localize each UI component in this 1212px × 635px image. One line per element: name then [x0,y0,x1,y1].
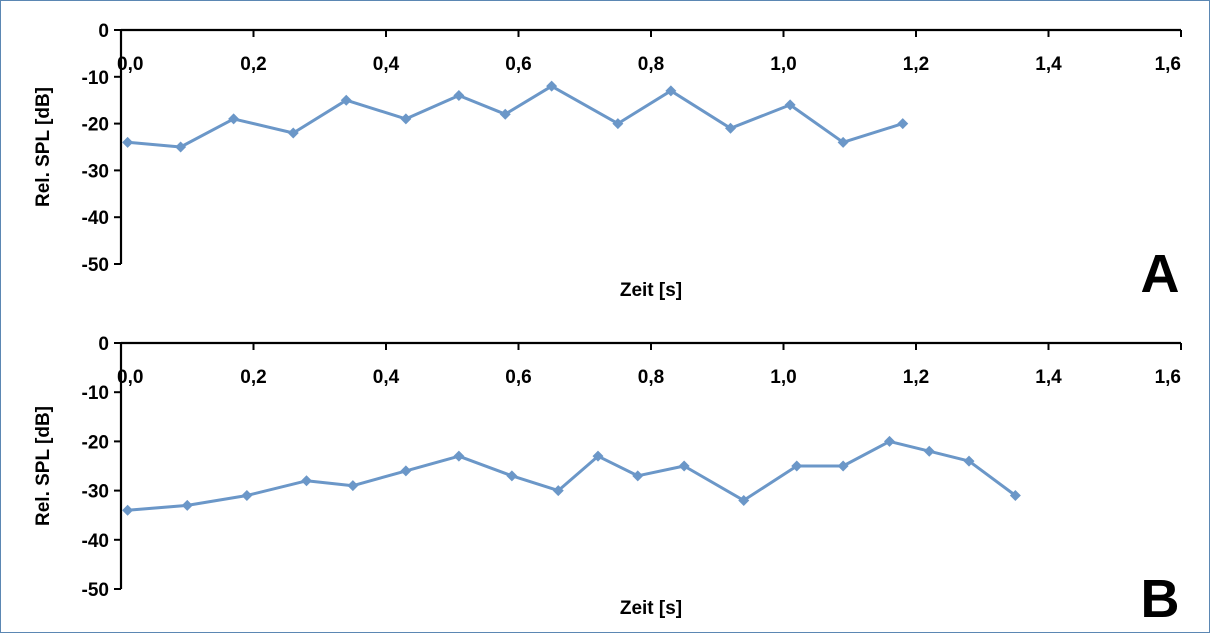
data-point [122,504,134,516]
x-tick-label: 0,8 [638,367,664,388]
x-tick-label: 1,0 [770,54,796,75]
data-point [791,460,803,472]
data-point [546,80,558,92]
chart-panel-a: 0 -10 -20 -30 -40 -50 0,0 0,2 0,4 0,6 0,8 1,0 1,2 1,4… [33,21,1182,304]
data-point [1009,490,1021,502]
x-tick-label: 1,0 [770,367,796,388]
data-point [552,485,564,497]
panel-label: A [1141,244,1180,304]
data-point [340,94,352,106]
data-point [963,455,975,467]
data-point [400,465,412,477]
x-axis-title: Zeit [s] [620,280,682,301]
x-tick-label: 0,4 [373,367,400,388]
data-point [678,460,690,472]
data-point [592,450,604,462]
y-tick-label: 0 [98,334,109,355]
data-point [287,127,299,139]
data-point [241,490,253,502]
y-tick-label: -40 [82,531,109,552]
data-point [884,435,895,447]
panel-label: B [1141,569,1180,629]
data-point [665,85,677,97]
x-tick-label: 0,0 [117,54,143,75]
x-tick-label: 1,4 [1035,367,1062,388]
x-tick-label: 1,2 [903,367,929,388]
data-point [228,113,240,125]
data-point [837,460,849,472]
data-point [725,122,736,134]
y-tick-label: -50 [82,580,109,601]
y-axis-title: Rel. SPL [dB] [33,406,54,526]
series-line [127,439,1017,512]
x-axis-title: Zeit [s] [620,598,682,619]
data-point [612,118,624,130]
x-tick-label: 0,6 [505,367,531,388]
y-tick-label: -20 [82,432,109,453]
x-tick-label: 0,6 [505,54,531,75]
x-tick-label: 1,6 [1155,54,1181,75]
series-line [127,84,904,149]
data-point [122,136,134,148]
data-point [453,90,465,102]
x-tick-label: 1,6 [1155,367,1181,388]
data-point [784,99,796,111]
y-tick-label: -40 [82,208,109,229]
data-point [923,445,935,457]
data-point [453,450,465,462]
x-tick-label: 1,2 [903,54,929,75]
y-tick-label: -50 [82,255,109,276]
x-tick-label: 0,2 [240,54,266,75]
data-point [506,470,518,482]
data-point [897,118,909,130]
y-tick-label: -30 [82,161,109,182]
data-point [499,108,511,120]
data-point [632,470,644,482]
data-point [738,494,750,506]
x-tick-label: 0,8 [638,54,664,75]
data-point [175,141,187,153]
data-point [301,475,312,487]
x-tick-label: 1,4 [1035,54,1062,75]
y-tick-label: -10 [82,68,109,89]
data-point [837,136,849,148]
y-tick-label: 0 [98,21,109,42]
y-tick-label: -30 [82,482,109,503]
x-tick-label: 0,4 [373,54,400,75]
x-tick-label: 0,0 [117,367,143,388]
data-point [347,480,359,492]
y-axis-title: Rel. SPL [dB] [33,87,54,207]
data-point [400,113,412,125]
data-point [181,499,193,511]
y-tick-label: -20 [82,115,109,136]
y-tick-label: -10 [82,383,109,404]
chart-panel-b: 0 -10 -20 -30 -40 -50 0,0 0,2 0,4 0,6 0,8 1,0 1,2 1,4… [33,334,1182,629]
x-tick-label: 0,2 [240,367,266,388]
